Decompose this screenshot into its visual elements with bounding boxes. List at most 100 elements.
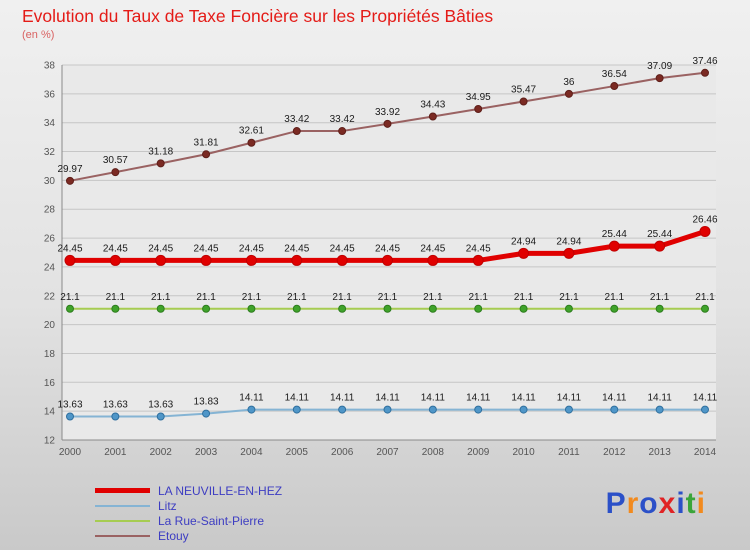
series-marker	[428, 112, 437, 121]
data-label: 25.44	[602, 229, 627, 240]
data-label: 34.43	[420, 99, 445, 110]
logo-letter: i	[696, 487, 706, 520]
data-label: 26.46	[692, 214, 717, 225]
series-marker	[66, 304, 74, 313]
legend-item: Etouy	[95, 528, 282, 543]
series-marker	[111, 168, 120, 177]
series-marker	[156, 304, 165, 313]
x-tick-label: 2011	[558, 447, 580, 458]
series-marker	[64, 254, 76, 266]
y-tick-label: 32	[44, 147, 56, 158]
series-marker	[292, 127, 301, 136]
data-label: 14.11	[421, 393, 446, 404]
data-label: 21.1	[378, 292, 398, 303]
data-label: 21.1	[423, 292, 443, 303]
series-marker	[291, 254, 303, 266]
series-marker	[564, 304, 573, 313]
x-tick-label: 2008	[422, 447, 445, 458]
proxiti-logo: Proxiti	[606, 487, 706, 521]
data-label: 21.1	[151, 292, 171, 303]
data-label: 21.1	[605, 292, 625, 303]
data-label: 25.44	[647, 229, 672, 240]
series-marker	[699, 225, 711, 237]
series-marker	[610, 304, 619, 313]
data-label: 14.11	[466, 393, 491, 404]
series-marker	[610, 82, 619, 91]
data-label: 13.63	[148, 399, 173, 410]
y-tick-label: 22	[44, 291, 56, 302]
y-tick-label: 28	[44, 205, 56, 216]
logo-letter: i	[676, 487, 686, 520]
data-label: 14.11	[285, 393, 310, 404]
series-marker	[655, 405, 664, 414]
data-label: 24.45	[375, 243, 400, 254]
series-marker	[564, 405, 573, 414]
series-marker	[474, 304, 483, 313]
series-marker	[701, 405, 709, 414]
data-label: 13.63	[57, 399, 82, 410]
data-label: 31.18	[148, 146, 173, 157]
series-marker	[383, 304, 392, 313]
series-marker	[655, 304, 664, 313]
data-label: 32.61	[239, 126, 264, 137]
y-tick-label: 24	[44, 262, 56, 273]
data-label: 14.11	[239, 393, 264, 404]
y-tick-label: 26	[44, 234, 56, 245]
data-label: 14.11	[330, 393, 355, 404]
data-label: 21.1	[196, 292, 216, 303]
data-label: 21.1	[332, 292, 352, 303]
x-tick-label: 2000	[59, 447, 82, 458]
data-label: 24.45	[284, 243, 309, 254]
series-marker	[563, 247, 575, 259]
series-marker	[564, 89, 573, 98]
series-marker	[338, 127, 347, 136]
data-label: 14.11	[647, 393, 672, 404]
series-marker	[111, 304, 120, 313]
x-tick-label: 2014	[694, 447, 717, 458]
legend-label: LA NEUVILLE-EN-HEZ	[158, 483, 283, 498]
series-marker	[608, 240, 620, 252]
legend-label: La Rue-Saint-Pierre	[158, 513, 265, 528]
data-label: 33.42	[330, 114, 355, 125]
series-marker	[655, 74, 664, 83]
data-label: 21.1	[695, 292, 715, 303]
data-label: 24.45	[466, 243, 491, 254]
data-label: 24.45	[420, 243, 445, 254]
series-marker	[519, 304, 528, 313]
data-label: 14.11	[557, 393, 582, 404]
series-marker	[518, 247, 530, 259]
data-label: 14.11	[375, 393, 400, 404]
series-marker	[338, 405, 347, 414]
legend-item: Litz	[95, 498, 282, 513]
data-label: 24.45	[148, 243, 173, 254]
series-marker	[338, 304, 347, 313]
data-label: 21.1	[468, 292, 488, 303]
data-label: 33.92	[375, 107, 400, 118]
logo-letter: P	[605, 487, 627, 520]
logo-letter: o	[639, 487, 659, 520]
x-tick-label: 2005	[286, 447, 309, 458]
series-marker	[382, 254, 393, 266]
logo-letter: x	[658, 487, 677, 520]
data-label: 30.57	[103, 155, 128, 166]
series-marker	[383, 119, 392, 128]
data-label: 24.45	[239, 243, 264, 254]
x-tick-label: 2009	[467, 447, 490, 458]
y-tick-label: 14	[44, 407, 56, 418]
data-label: 13.83	[194, 397, 219, 408]
series-marker	[245, 254, 257, 266]
series-marker	[654, 240, 666, 252]
logo-letter: t	[685, 487, 697, 520]
data-label: 21.1	[106, 292, 126, 303]
series-marker	[701, 68, 709, 77]
logo-letter: r	[626, 487, 640, 520]
data-label: 21.1	[650, 292, 670, 303]
series-marker	[202, 304, 211, 313]
series-marker	[66, 412, 74, 421]
series-marker	[701, 304, 709, 313]
chart-title: Evolution du Taux de Taxe Foncière sur l…	[22, 6, 494, 26]
data-label: 21.1	[514, 292, 534, 303]
y-tick-label: 20	[44, 320, 56, 331]
data-label: 21.1	[60, 292, 80, 303]
